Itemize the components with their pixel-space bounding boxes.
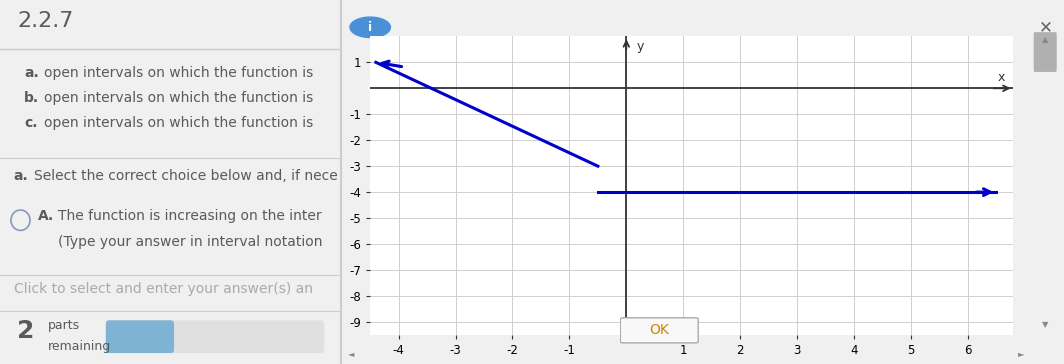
Text: open intervals on which the function is: open intervals on which the function is <box>45 91 314 105</box>
Text: b.: b. <box>23 91 39 105</box>
Text: 2.2.7: 2.2.7 <box>17 11 73 31</box>
Text: ✕: ✕ <box>1038 18 1053 36</box>
FancyBboxPatch shape <box>105 320 325 353</box>
Text: Select the correct choice below and, if nece: Select the correct choice below and, if … <box>34 169 338 183</box>
Text: a.: a. <box>14 169 29 183</box>
Text: open intervals on which the function is: open intervals on which the function is <box>45 116 314 130</box>
Text: Click to select and enter your answer(s) an: Click to select and enter your answer(s)… <box>14 282 313 296</box>
Text: a.: a. <box>23 66 38 79</box>
Text: parts: parts <box>48 318 80 332</box>
Text: 2: 2 <box>17 318 34 343</box>
Text: open intervals on which the function is: open intervals on which the function is <box>45 66 314 79</box>
Circle shape <box>350 17 390 37</box>
Text: remaining: remaining <box>48 340 111 353</box>
Text: (Type your answer in interval notation: (Type your answer in interval notation <box>59 235 322 249</box>
FancyBboxPatch shape <box>105 320 174 353</box>
Text: i: i <box>368 21 372 34</box>
Text: c.: c. <box>23 116 37 130</box>
Text: The function is increasing on the inter: The function is increasing on the inter <box>59 209 321 223</box>
Text: A.: A. <box>37 209 54 223</box>
